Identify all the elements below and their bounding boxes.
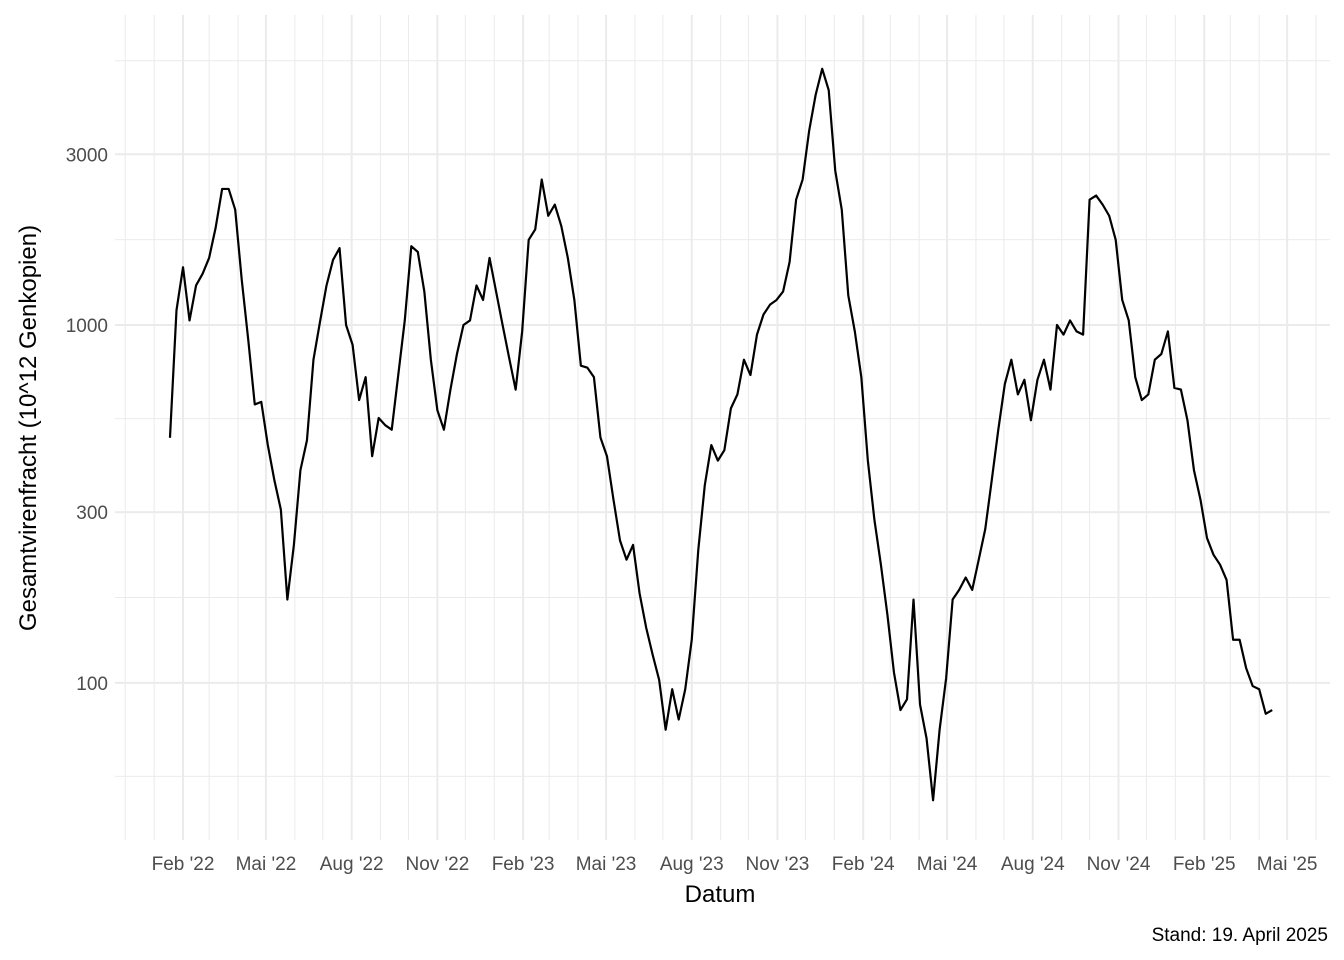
x-tick-label: Aug '24 [1001,854,1065,875]
y-axis-title: Gesamtvirenfracht (10^12 Genkopien) [15,225,42,631]
x-tick-label: Mai '23 [576,854,637,875]
x-tick-label: Nov '22 [405,854,469,875]
x-tick-label: Mai '24 [917,854,978,875]
data-line [168,67,1273,802]
x-tick-label: Mai '22 [236,854,297,875]
x-tick-label: Feb '23 [492,854,555,875]
x-tick-label: Nov '23 [746,854,810,875]
y-tick-label: 100 [76,674,108,695]
caption: Stand: 19. April 2025 [1152,925,1328,946]
y-tick-label: 1000 [66,316,108,337]
x-axis-title: Datum [685,881,756,908]
x-tick-label: Aug '22 [320,854,384,875]
x-tick-label: Mai '25 [1257,854,1318,875]
y-tick-label: 3000 [66,145,108,166]
x-tick-label: Nov '24 [1087,854,1151,875]
x-tick-label: Feb '25 [1173,854,1236,875]
x-tick-label: Aug '23 [660,854,724,875]
x-tick-label: Feb '24 [832,854,895,875]
x-tick-label: Feb '22 [152,854,215,875]
y-tick-label: 300 [76,503,108,524]
